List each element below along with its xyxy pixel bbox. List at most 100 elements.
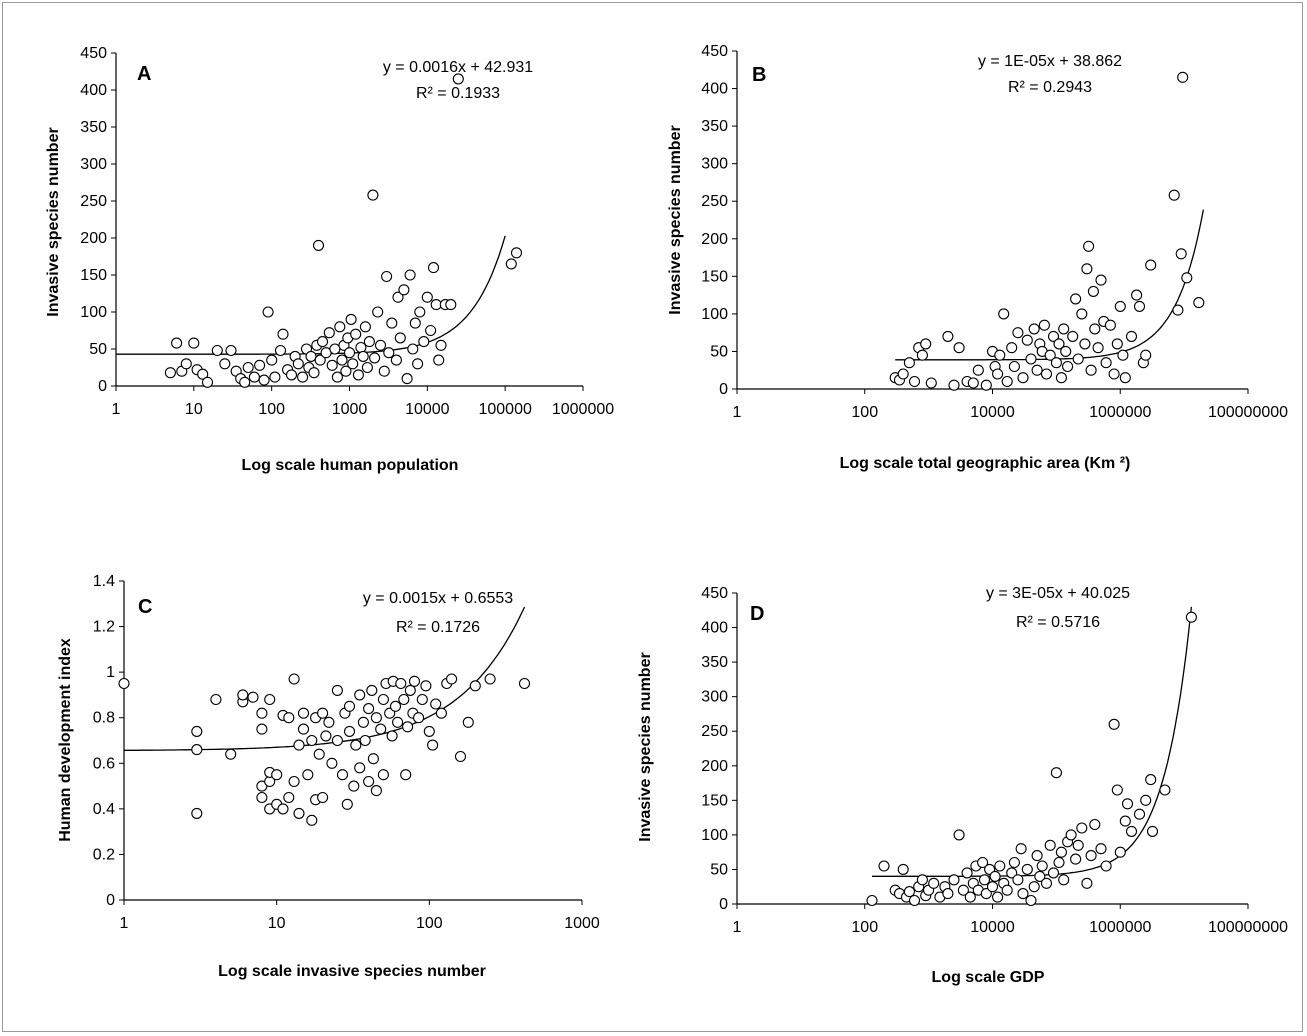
panel-b: 0 50 100 150 200 250 300 350 400 450 1 100 10000 1000… [667, 43, 1288, 472]
data-point [1025, 353, 1037, 365]
data-point [191, 725, 203, 737]
data-point [903, 357, 915, 369]
data-point [953, 342, 965, 354]
data-point [1001, 884, 1013, 896]
y-tick-label: 300 [701, 689, 728, 706]
data-point [1168, 189, 1180, 201]
data-point [400, 769, 412, 781]
trend-equation: y = 0.0015x + 0.6553 [363, 590, 513, 607]
y-tick-label: 0.4 [93, 801, 115, 818]
data-point [433, 354, 445, 366]
data-point [977, 856, 989, 869]
data-point [427, 739, 439, 751]
data-point [359, 734, 371, 747]
x-tick-label: 100 [258, 401, 285, 418]
data-point [1050, 357, 1062, 369]
data-point [331, 371, 343, 383]
x-tick-label: 1000 [564, 915, 600, 932]
data-point [430, 299, 442, 311]
data-point [313, 748, 325, 760]
y-tick-label: 350 [80, 119, 107, 136]
panel-letter: A [137, 63, 151, 85]
data-point [412, 358, 424, 370]
data-point [1001, 375, 1013, 388]
data-point [211, 344, 223, 357]
data-point [402, 721, 414, 733]
data-point [254, 359, 266, 371]
data-point [967, 377, 979, 389]
trend-equation: y = 0.0016x + 42.931 [383, 59, 533, 76]
x-tick-label: 10000 [405, 401, 450, 418]
data-point [341, 798, 353, 810]
x-axis-title: Log scale total geographic area (Km ²) [840, 455, 1131, 472]
data-point [343, 725, 356, 737]
data-point [1044, 839, 1056, 851]
data-point [225, 748, 237, 760]
data-point [269, 371, 281, 383]
data-point [1119, 372, 1131, 384]
y-tick-label: 50 [710, 861, 728, 878]
data-point [381, 270, 393, 283]
y-tick-label: 350 [701, 654, 728, 671]
data-point [256, 707, 268, 719]
data-point [352, 369, 364, 381]
data-point [1028, 881, 1040, 893]
data-point [374, 339, 387, 351]
y-tick-label: 0 [98, 378, 107, 395]
data-point [347, 358, 359, 370]
data-point [277, 328, 289, 340]
y-tick-label: 150 [701, 268, 728, 285]
data-point [1100, 860, 1112, 872]
data-point [1038, 319, 1050, 331]
y-tick-label: 0.2 [93, 846, 115, 863]
data-point [1062, 360, 1074, 373]
x-tick-label: 1 [733, 404, 742, 421]
data-point [980, 888, 992, 900]
data-point [398, 693, 410, 706]
data-point [394, 332, 406, 344]
y-tick-label: 1.2 [93, 619, 115, 636]
data-point [1058, 874, 1070, 886]
data-point [1055, 372, 1067, 384]
data-point [271, 769, 283, 781]
data-point [416, 693, 428, 706]
data-point [248, 371, 260, 383]
data-point [1081, 877, 1093, 889]
x-tick-label: 100 [851, 404, 878, 421]
data-point [305, 350, 317, 362]
data-point [237, 689, 249, 701]
data-point [225, 344, 237, 357]
y-axis-title: Human development index [57, 638, 74, 842]
data-point [1025, 894, 1037, 907]
data-point [989, 870, 1001, 882]
data-point [1040, 368, 1053, 380]
data-point [1036, 860, 1048, 872]
data-point [350, 739, 362, 751]
data-point [1145, 774, 1157, 786]
data-point [201, 376, 214, 388]
data-point [1076, 822, 1088, 834]
x-tick-label: 1000000 [1089, 404, 1151, 421]
data-point [283, 712, 295, 724]
data-point [361, 361, 373, 374]
data-point [978, 874, 991, 886]
data-point [980, 379, 992, 391]
x-tick-label: 1000000 [1089, 919, 1151, 936]
data-point [948, 379, 960, 391]
data-point [462, 716, 474, 728]
y-tick-label: 350 [701, 118, 728, 135]
data-point [908, 894, 921, 907]
data-point [386, 730, 398, 742]
data-point [1125, 330, 1138, 342]
r-squared-label: R² = 0.1933 [416, 85, 500, 102]
data-point [1104, 319, 1116, 331]
data-point [469, 680, 481, 692]
data-point [293, 739, 305, 751]
data-point [423, 725, 435, 737]
data-point [292, 358, 304, 370]
data-point [1193, 297, 1205, 309]
data-point [1172, 304, 1184, 316]
data-point [1108, 368, 1120, 380]
data-point [435, 707, 447, 719]
